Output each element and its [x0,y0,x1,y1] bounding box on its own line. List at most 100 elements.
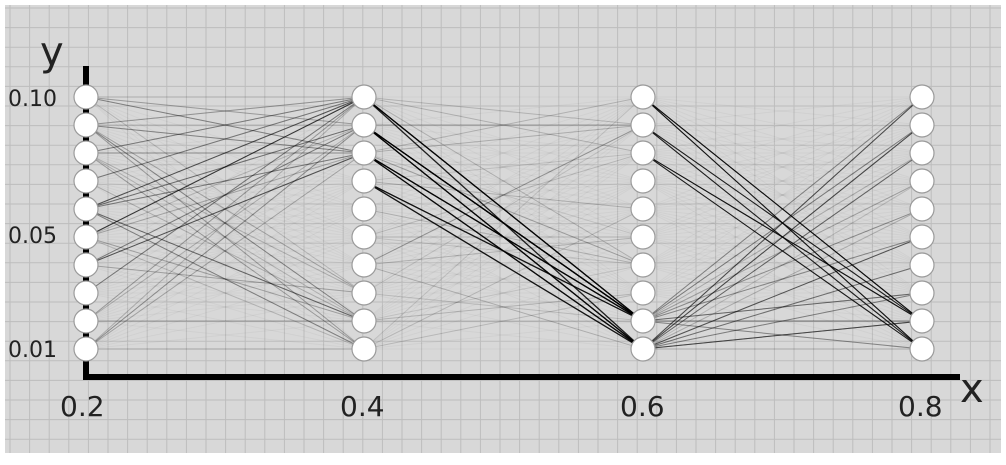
edge-line [85,124,365,266]
edge-line [642,236,923,322]
edge-line [642,96,923,350]
node-circle [909,280,935,306]
node-circle [630,140,656,166]
edge-line [85,96,365,126]
edge-line [363,124,644,322]
edge-line [642,96,923,350]
edge-line [642,320,923,350]
edge-line [363,152,644,238]
x-tick-label: 0.6 [620,390,665,423]
edge-line [642,320,923,350]
node-circle [630,196,656,222]
node-circle [73,168,99,194]
node-circle [73,224,99,250]
edge-line [642,152,923,350]
edge-line [363,124,644,350]
edge-line [642,152,923,322]
edge-line [363,152,644,350]
edge-line [363,96,644,322]
edge-line [642,96,923,322]
edge-line [363,152,644,350]
edge-line [85,124,365,154]
node-circle [909,84,935,110]
edge-line [642,124,923,350]
edge-line [363,124,644,322]
edge-line [642,96,923,322]
edge-line [363,152,644,182]
edge-line [363,152,644,350]
edge-line [363,124,644,322]
edge-line [363,124,644,322]
edge-line [85,96,365,238]
edge-line [642,152,923,350]
edge-line [363,96,644,322]
edge-line [85,124,365,322]
edge-line [85,96,365,238]
edge-line [363,124,644,350]
edge-line [363,152,644,322]
edge-line [363,96,644,322]
edge-line [642,152,923,350]
edge-line [642,96,923,322]
node-circle [909,140,935,166]
edge-line [642,152,923,350]
edge-line [363,124,644,322]
edge-line [85,152,365,350]
node-circle [73,336,99,362]
edge-line [85,152,365,210]
edge-line [642,96,923,322]
edge-line [363,124,644,322]
edge-line [642,96,923,350]
edge-line [85,96,365,238]
edge-line [85,152,365,266]
node-circle [909,336,935,362]
edge-line [363,152,644,322]
edge-line [363,124,644,266]
edge-line [363,152,644,350]
edge-line [85,124,365,350]
edge-line [363,124,644,322]
node-circle [351,112,377,138]
edge-line [85,152,365,210]
node-circle [630,280,656,306]
edge-line [363,152,644,350]
edge-line [642,124,923,350]
edge-line [642,292,923,322]
edge-line [85,124,365,266]
edge-line [363,292,644,322]
edge-line [363,180,644,322]
edge-line [363,124,644,350]
edge-line [85,264,365,294]
edge-line [85,124,365,350]
edge-line [85,96,365,294]
node-circle [351,280,377,306]
node-circle [630,308,656,334]
edge-line [363,124,644,350]
edge-line [363,180,644,322]
edge-line [642,264,923,350]
edge-line [642,124,923,350]
y-tick-label: 0.01 [8,338,57,363]
edge-line [642,208,923,322]
edge-line [363,96,644,322]
node-circle [351,336,377,362]
node-circle [73,140,99,166]
edge-line [363,124,644,350]
edge-line [642,124,923,322]
edge-line [85,96,365,182]
edge-line [363,124,644,322]
edge-line [642,320,923,350]
edge-line [363,236,644,266]
edge-line [85,208,365,322]
edge-line [363,124,644,350]
edge-line [363,124,644,350]
edge-line [85,96,365,126]
edge-line [642,96,923,350]
edge-line [642,152,923,350]
edge-line [85,208,365,350]
x-tick-label: 0.8 [898,390,943,423]
node-circle [630,252,656,278]
edge-line [363,96,644,322]
edge-line [642,292,923,322]
